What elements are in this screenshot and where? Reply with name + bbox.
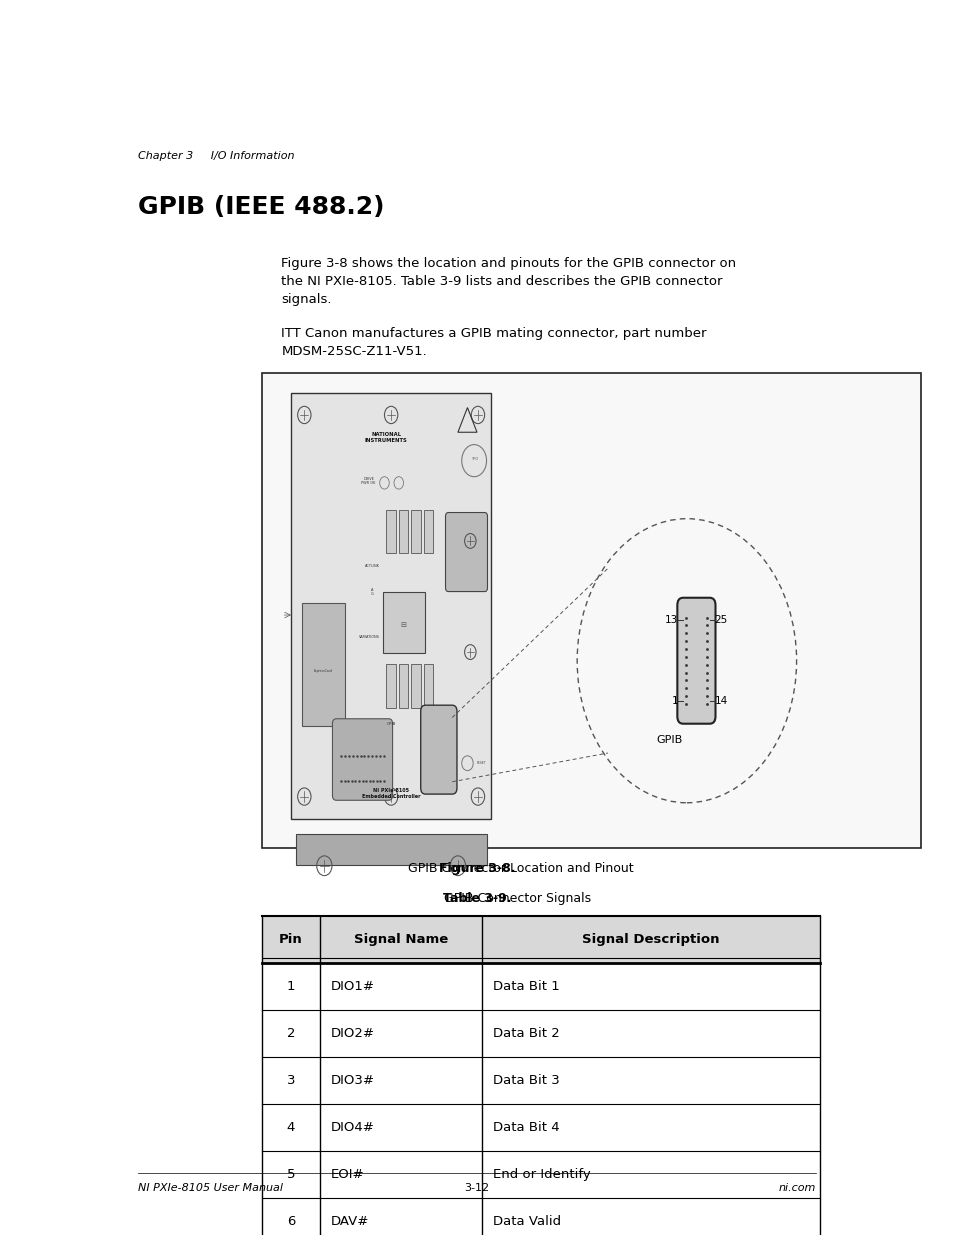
Text: GPIB Connector Signals: GPIB Connector Signals: [436, 892, 590, 905]
Text: GPIB (IEEE 488.2): GPIB (IEEE 488.2): [138, 195, 384, 219]
FancyBboxPatch shape: [445, 513, 487, 592]
Text: Data Valid: Data Valid: [493, 1215, 560, 1228]
FancyBboxPatch shape: [295, 834, 486, 864]
Text: 3: 3: [287, 1074, 294, 1087]
FancyBboxPatch shape: [411, 510, 420, 553]
Text: 14: 14: [714, 697, 727, 706]
Text: DIO2#: DIO2#: [331, 1028, 375, 1040]
FancyBboxPatch shape: [398, 664, 408, 708]
Text: 3-12: 3-12: [464, 1183, 489, 1193]
Text: 1: 1: [287, 981, 294, 993]
FancyBboxPatch shape: [677, 598, 715, 724]
FancyBboxPatch shape: [398, 510, 408, 553]
Text: NI PXIe-8105
Embedded Controller: NI PXIe-8105 Embedded Controller: [361, 788, 420, 799]
FancyBboxPatch shape: [386, 664, 395, 708]
Text: ⊟: ⊟: [400, 622, 406, 627]
FancyBboxPatch shape: [411, 664, 420, 708]
Text: DIO1#: DIO1#: [331, 981, 375, 993]
Text: Figure 3-8 shows the location and pinouts for the GPIB connector on
the NI PXIe-: Figure 3-8 shows the location and pinout…: [281, 257, 736, 306]
Text: Signal Description: Signal Description: [581, 934, 720, 946]
FancyBboxPatch shape: [420, 705, 456, 794]
FancyBboxPatch shape: [262, 916, 820, 963]
FancyBboxPatch shape: [423, 510, 433, 553]
Text: EOI#: EOI#: [331, 1168, 364, 1181]
FancyBboxPatch shape: [386, 510, 395, 553]
FancyBboxPatch shape: [423, 664, 433, 708]
Text: Pin: Pin: [279, 934, 302, 946]
Text: DAV#: DAV#: [331, 1215, 369, 1228]
Text: Data Bit 4: Data Bit 4: [493, 1121, 559, 1134]
Text: DRIVE
PWR OK: DRIVE PWR OK: [360, 477, 375, 485]
Text: DIO4#: DIO4#: [331, 1121, 375, 1134]
Text: Table 3-9.: Table 3-9.: [442, 892, 511, 905]
Text: TPO: TPO: [470, 457, 477, 462]
Text: Chapter 3     I/O Information: Chapter 3 I/O Information: [138, 151, 294, 161]
Text: End or Identify: End or Identify: [493, 1168, 590, 1181]
Text: ACTLINK: ACTLINK: [364, 563, 379, 568]
Text: 2: 2: [287, 1028, 294, 1040]
Text: Data Bit 3: Data Bit 3: [493, 1074, 559, 1087]
Text: 1: 1: [671, 697, 678, 706]
Text: 5: 5: [287, 1168, 294, 1181]
Text: A
G: A G: [371, 588, 373, 597]
Text: GPIB Connector Location and Pinout: GPIB Connector Location and Pinout: [400, 862, 633, 876]
Text: Figure 3-8.: Figure 3-8.: [438, 862, 515, 876]
Text: Data Bit 1: Data Bit 1: [493, 981, 559, 993]
Text: NI PXIe-8105 User Manual: NI PXIe-8105 User Manual: [138, 1183, 283, 1193]
Text: 25: 25: [714, 615, 727, 625]
FancyBboxPatch shape: [291, 393, 491, 819]
FancyBboxPatch shape: [302, 603, 345, 726]
Text: DIO3#: DIO3#: [331, 1074, 375, 1087]
Text: ExpressCard: ExpressCard: [314, 668, 333, 673]
Text: ITT Canon manufactures a GPIB mating connector, part number
MDSM-25SC-Z11-V51.: ITT Canon manufactures a GPIB mating con…: [281, 327, 706, 358]
Text: VARIATIONS: VARIATIONS: [358, 635, 379, 640]
Text: 4: 4: [287, 1121, 294, 1134]
Text: GPIB: GPIB: [656, 735, 682, 745]
FancyBboxPatch shape: [262, 373, 920, 848]
Text: 13: 13: [664, 615, 678, 625]
Text: Signal Name: Signal Name: [354, 934, 447, 946]
Text: GPIB: GPIB: [386, 721, 395, 726]
Text: NATIONAL
INSTRUMENTS: NATIONAL INSTRUMENTS: [365, 432, 407, 443]
Text: 6: 6: [287, 1215, 294, 1228]
Text: RESET: RESET: [476, 761, 486, 766]
Text: ni.com: ni.com: [778, 1183, 815, 1193]
FancyBboxPatch shape: [382, 592, 424, 653]
Text: Data Bit 2: Data Bit 2: [493, 1028, 559, 1040]
FancyBboxPatch shape: [332, 719, 392, 800]
